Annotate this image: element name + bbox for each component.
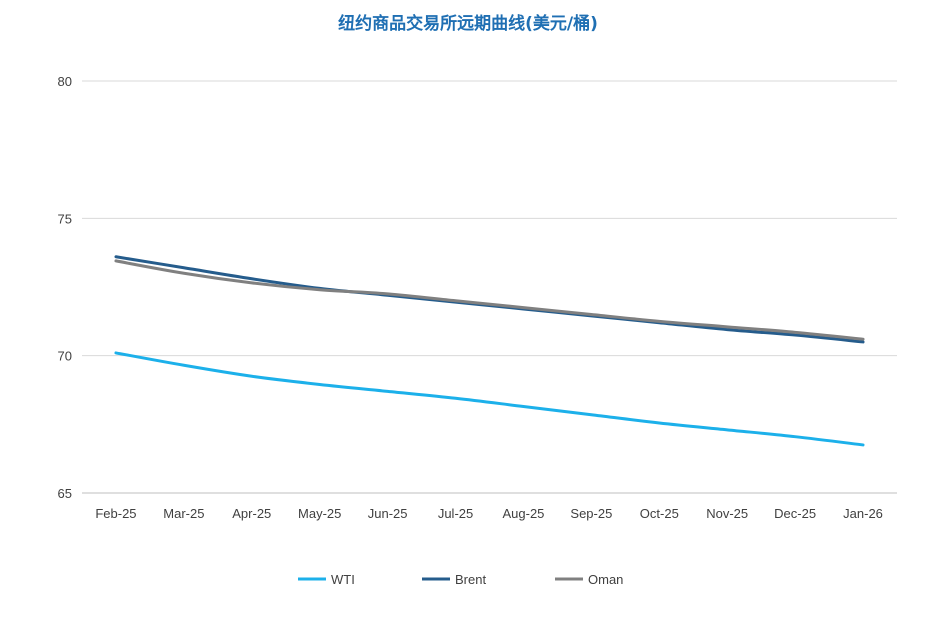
legend: WTI Brent Oman (298, 572, 623, 587)
legend-label: WTI (331, 572, 355, 587)
y-tick-label: 75 (58, 211, 72, 226)
y-axis-ticks: 65 70 75 80 (58, 74, 72, 501)
x-tick-label: Jun-25 (368, 506, 408, 521)
series-line-oman (114, 259, 865, 341)
legend-label: Oman (588, 572, 623, 587)
x-tick-label: Nov-25 (706, 506, 748, 521)
y-tick-label: 70 (58, 349, 72, 364)
x-tick-label: Feb-25 (95, 506, 136, 521)
series-lines (114, 255, 865, 447)
x-tick-label: Mar-25 (163, 506, 204, 521)
x-axis-ticks: Feb-25 Mar-25 Apr-25 May-25 Jun-25 Jul-25 Aug-… (95, 506, 883, 521)
legend-item-oman: Oman (555, 572, 623, 587)
chart-title: 纽约商品交易所远期曲线(美元/桶) (338, 13, 598, 34)
x-tick-label: Jan-26 (843, 506, 883, 521)
x-tick-label: Apr-25 (232, 506, 271, 521)
y-tick-label: 65 (58, 486, 72, 501)
y-tick-label: 80 (58, 74, 72, 89)
x-tick-label: Dec-25 (774, 506, 816, 521)
x-tick-label: May-25 (298, 506, 341, 521)
legend-label: Brent (455, 572, 486, 587)
gridlines (82, 80, 897, 494)
x-tick-label: Sep-25 (570, 506, 612, 521)
x-tick-label: Jul-25 (438, 506, 473, 521)
legend-item-wti: WTI (298, 572, 355, 587)
legend-item-brent: Brent (422, 572, 486, 587)
x-tick-label: Oct-25 (640, 506, 679, 521)
series-line-wti (114, 351, 865, 447)
x-tick-label: Aug-25 (502, 506, 544, 521)
